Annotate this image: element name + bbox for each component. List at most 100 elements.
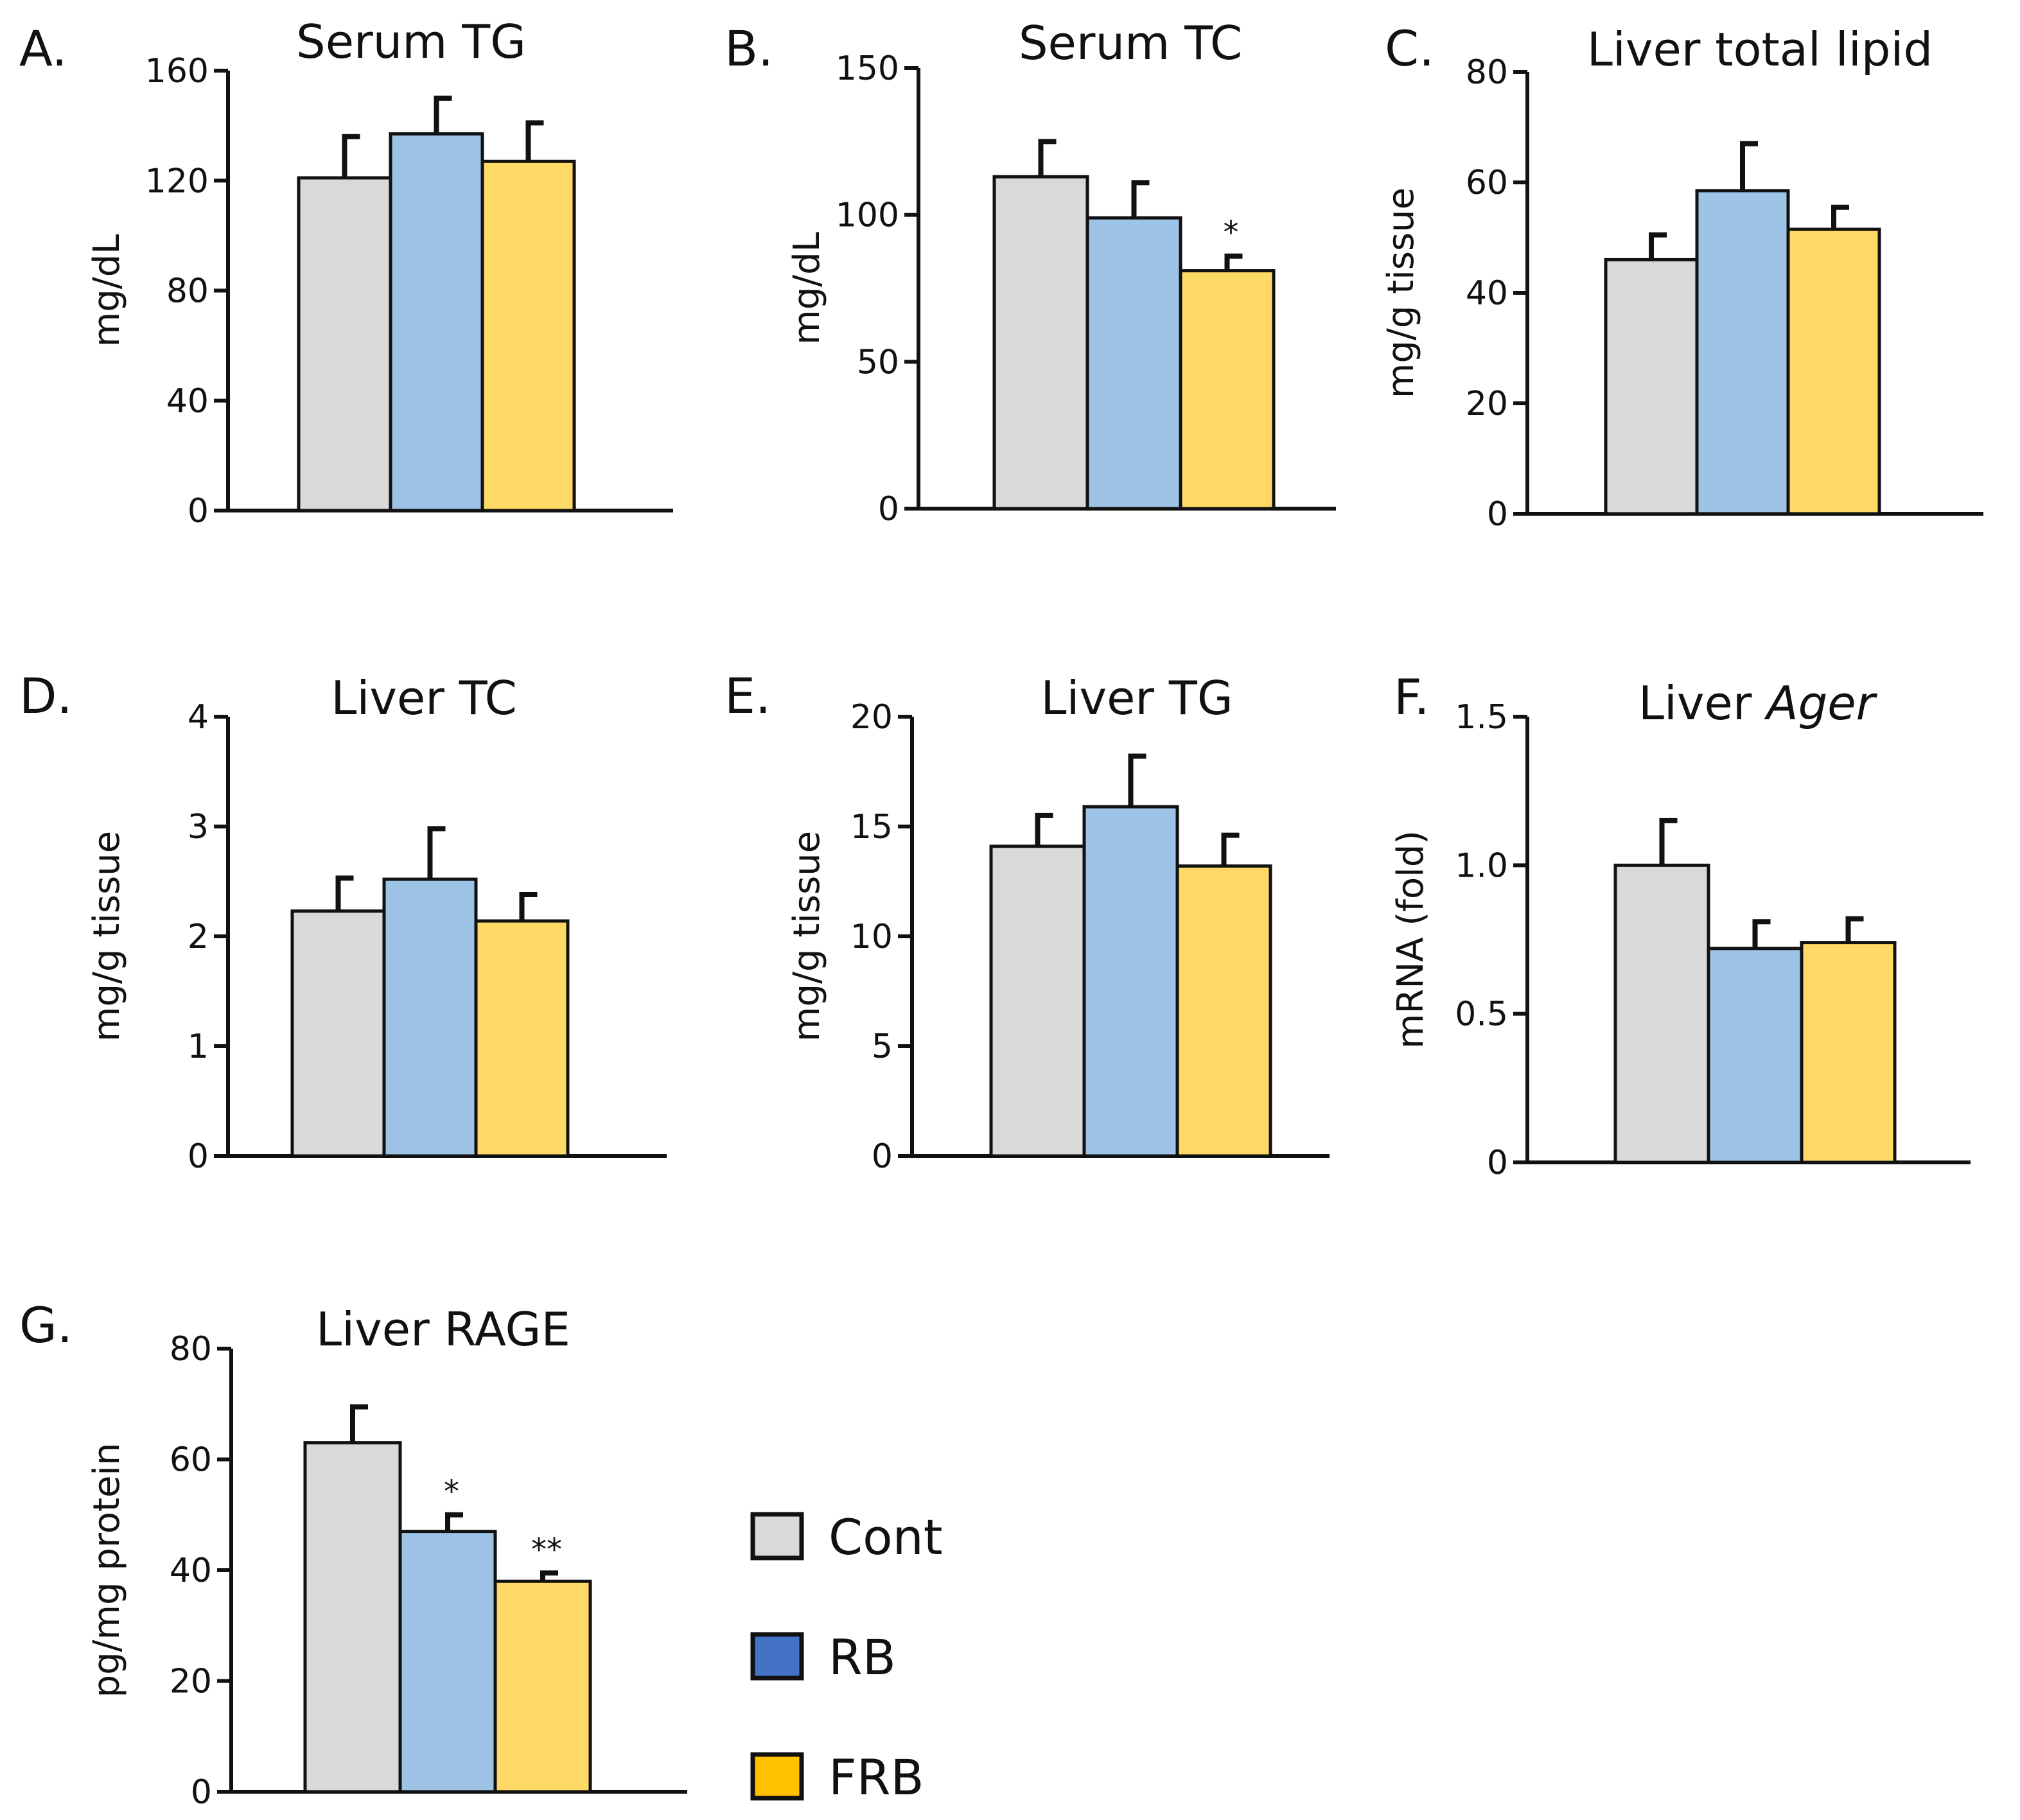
chart-title: Serum TG [296,15,526,69]
bar-cont [1613,863,1710,1164]
bar-frb [1800,941,1897,1164]
y-tick-label: 0 [878,490,899,529]
y-tick-label: 1.0 [1455,846,1508,885]
chart-title-text: Liver TC [331,671,517,725]
legend-label-frb: FRB [829,1749,924,1806]
chart-title-text: Liver RAGE [316,1302,570,1356]
y-tick-label: 80 [170,1330,212,1369]
chart-title-text: Serum TG [296,15,526,69]
y-axis-label: mg/g tissue [1380,188,1422,398]
y-tick-label: 80 [166,272,209,311]
y-axis-label: mg/g tissue [786,831,828,1042]
bar-frb [1175,864,1272,1158]
y-tick-label: 0 [1487,495,1508,534]
bar-frb [1786,227,1881,516]
y-tick-label: 40 [170,1552,212,1590]
y-axis-label: mg/g tissue [86,831,128,1042]
chart-title: Liver TG [1041,671,1233,725]
significance-marker: * [1224,215,1239,251]
y-tick-label: 0 [191,1773,212,1812]
significance-marker: * [444,1474,459,1510]
panel-letter: D. [19,667,73,724]
panel-letter: F. [1394,669,1430,726]
y-tick-label: 80 [1466,53,1508,92]
chart-panel-e: E. Liver TG mg/g tissue 0 5 10 15 20 [725,667,1330,1176]
legend-label-cont: Cont [829,1509,943,1566]
y-tick-label: 1.5 [1455,698,1508,737]
bar-frb [1179,269,1276,511]
y-tick-label: 40 [1466,274,1508,313]
chart-title: Serum TC [1019,16,1242,70]
y-tick-label: 0 [1487,1144,1508,1182]
y-tick-label: 1 [188,1028,209,1066]
bar-rb [1695,189,1790,516]
bar-rb [389,132,484,512]
chart-panel-d: D. Liver TC mg/g tissue 0 1 2 3 4 [19,667,667,1176]
legend-swatch-rb [750,1632,804,1681]
y-tick-label: 15 [850,808,893,846]
legend-label-rb: RB [829,1629,896,1686]
chart-panel-f: F. Liver Ager mRNA (fold) 0 0.5 1.0 1.5 [1390,669,1971,1182]
bar-rb [1085,216,1182,511]
bar-rb [382,877,478,1158]
chart-panel-b: B. Serum TC mg/dL 0 50 100 150 * [725,16,1336,529]
bar-rb [1082,805,1179,1158]
y-tick-label: 10 [850,918,893,956]
y-axis-label: mg/dL [786,232,828,345]
bar-cont [303,1441,402,1794]
chart-title-text: Liver TG [1041,671,1233,725]
y-tick-label: 60 [170,1441,212,1480]
bar-rb [1707,947,1804,1164]
y-tick-label: 0 [188,1137,209,1176]
bar-cont [989,844,1086,1158]
panel-letter: C. [1385,20,1434,77]
y-tick-label: 5 [872,1028,893,1066]
bar-cont [297,176,392,512]
panel-letter: B. [725,20,773,77]
chart-title: Liver Ager [1638,676,1878,730]
y-tick-label: 120 [145,162,209,200]
y-tick-label: 0.5 [1455,995,1508,1034]
y-tick-label: 0 [872,1137,893,1176]
y-tick-label: 160 [145,52,209,91]
legend-swatch-cont [750,1512,804,1561]
chart-panel-c: C. Liver total lipid mg/g tissue 0 20 40 60 80 [1380,20,1983,534]
y-tick-label: 20 [850,698,893,737]
chart-title-text: Serum TC [1019,16,1242,70]
y-axis-label: mRNA (fold) [1390,830,1432,1049]
chart-panel-a: A. Serum TG mg/dL 0 40 80 120 160 [19,15,673,530]
bar-rb [398,1530,497,1794]
chart-title-text: Liver total lipid [1587,22,1933,76]
y-tick-label: 60 [1466,164,1508,202]
legend-swatch-frb [750,1752,804,1801]
y-tick-label: 20 [170,1663,212,1701]
chart-title: Liver TC [331,671,517,725]
bar-cont [290,909,386,1158]
y-tick-label: 4 [188,698,209,737]
y-tick-label: 3 [188,808,209,846]
panel-letter: A. [19,20,67,77]
bar-frb [493,1579,592,1794]
chart-title-italic: Ager [1764,676,1877,730]
panel-letter: E. [725,667,771,724]
chart-title: Liver total lipid [1587,22,1933,76]
bar-cont [992,175,1089,511]
y-tick-label: 20 [1466,385,1508,423]
significance-marker: ** [531,1532,562,1568]
chart-title-text: Liver [1638,676,1767,730]
bar-cont [1604,258,1699,516]
panel-letter: G. [19,1297,73,1354]
y-tick-label: 2 [188,918,209,956]
bar-frb [474,919,570,1158]
y-tick-label: 50 [857,343,899,381]
y-axis-label: pg/mg protein [86,1443,128,1698]
bar-frb [480,159,576,512]
y-tick-label: 100 [836,197,899,235]
legend: Cont RB FRB [750,1509,943,1806]
y-axis-label: mg/dL [86,234,128,347]
y-tick-label: 40 [166,382,209,421]
y-tick-label: 150 [836,49,899,88]
chart-title: Liver RAGE [316,1302,570,1356]
